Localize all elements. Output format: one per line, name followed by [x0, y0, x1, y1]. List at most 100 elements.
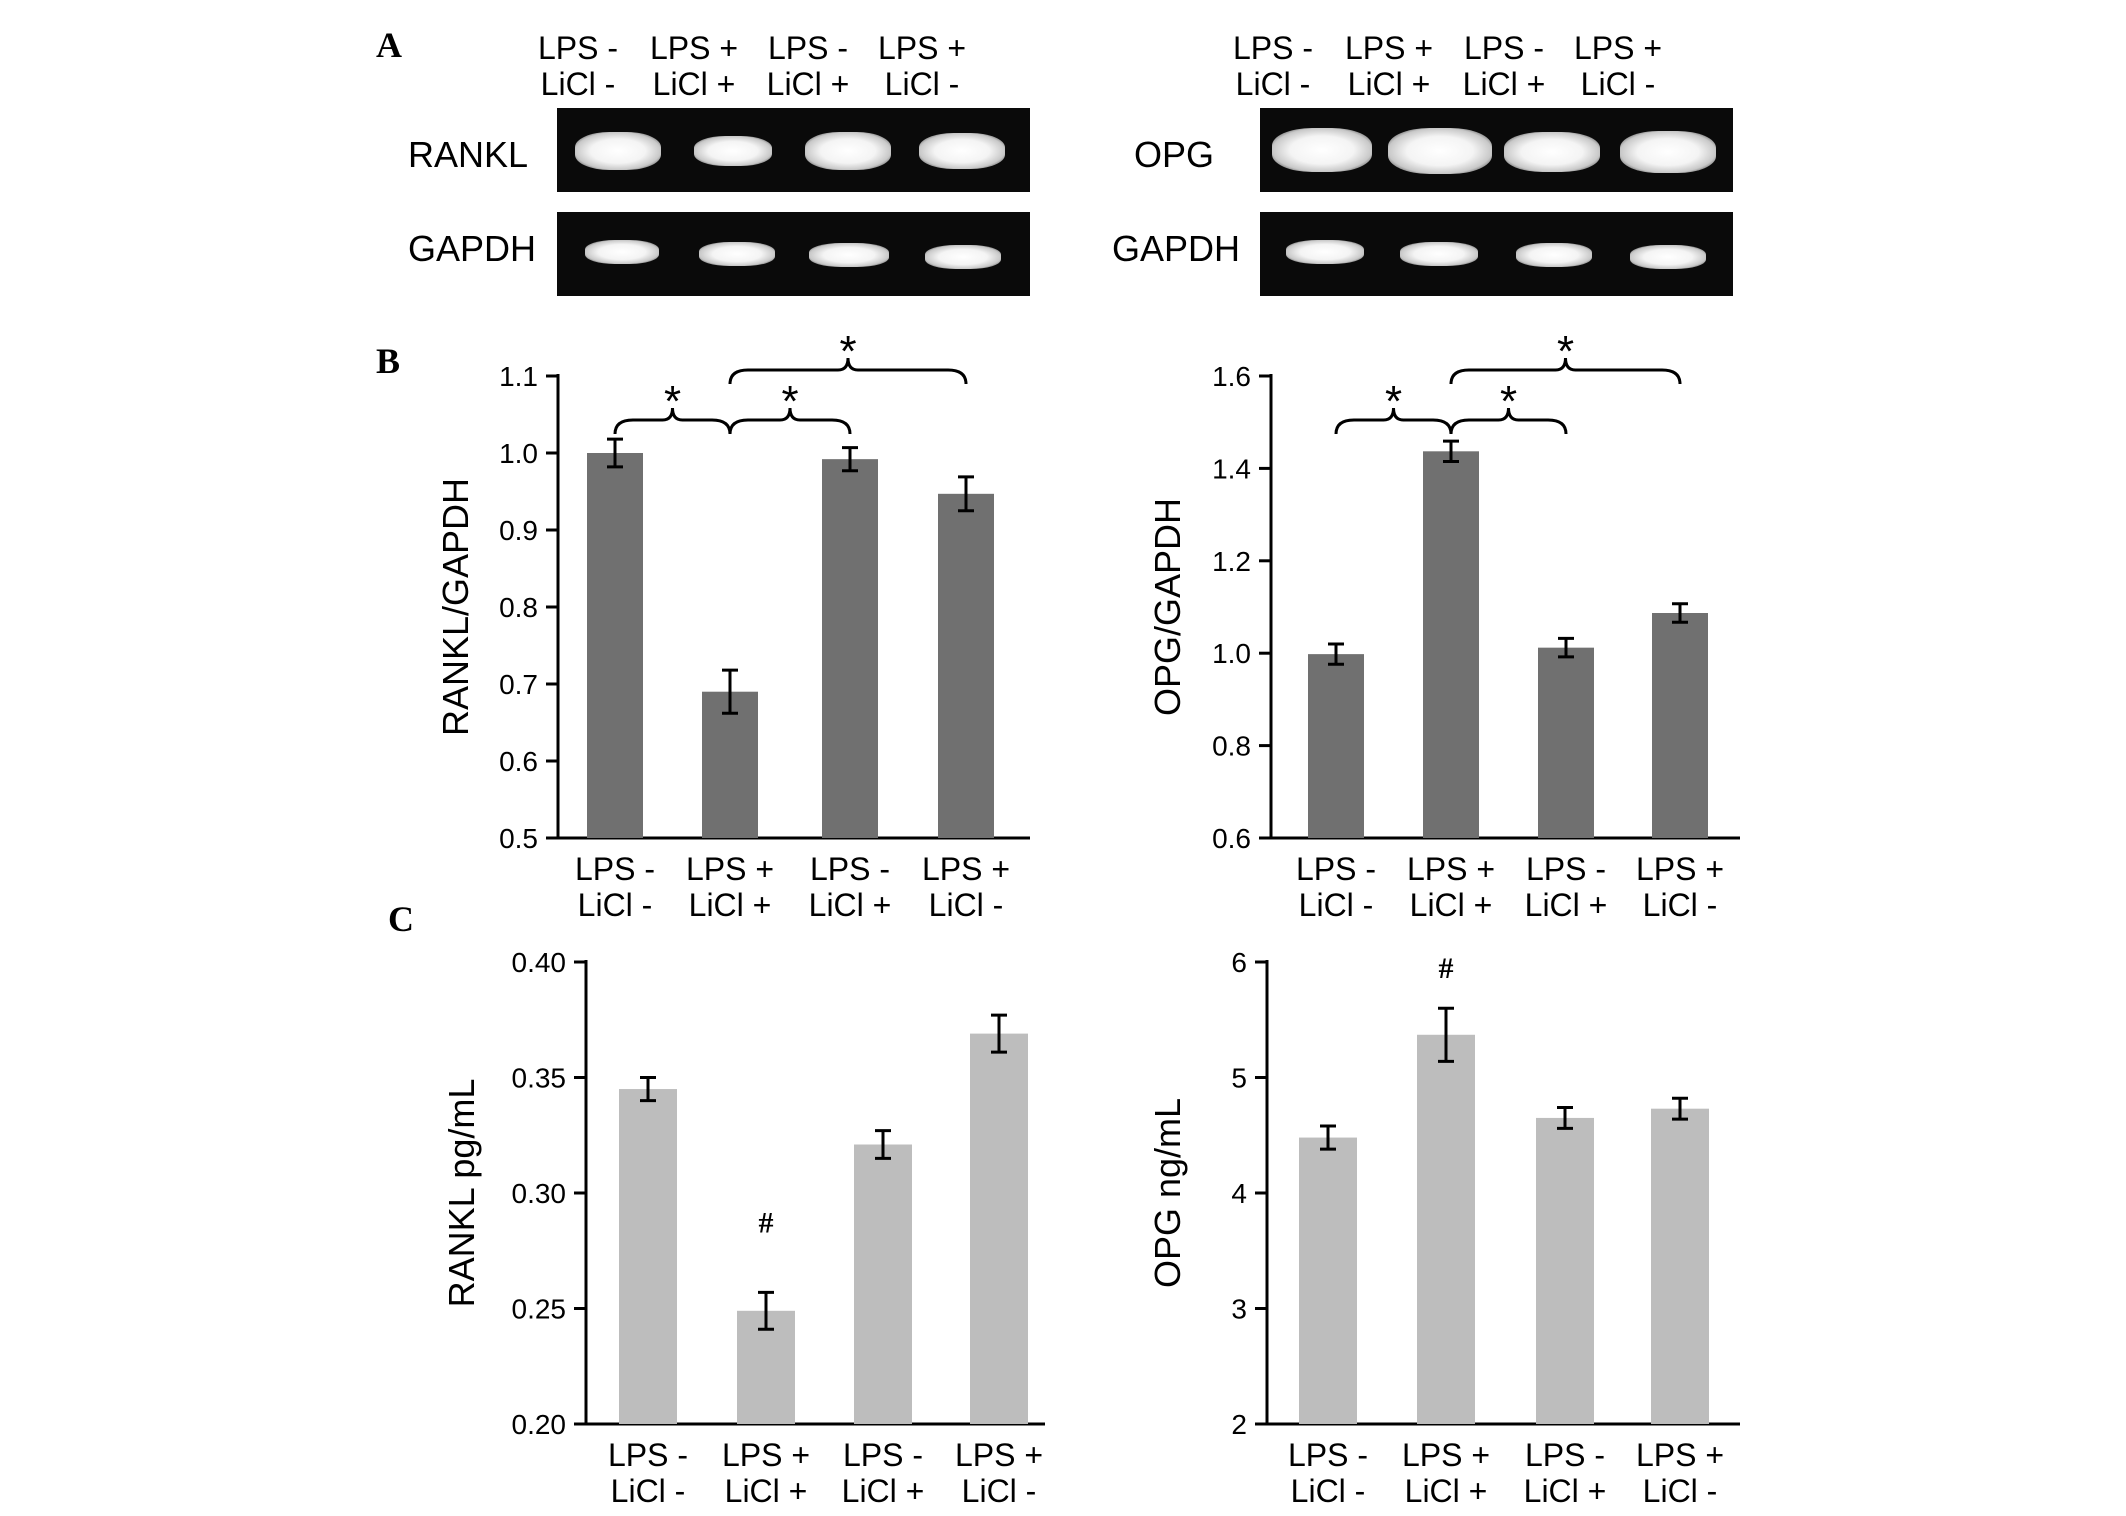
b_right-significance-label: *: [1557, 327, 1574, 376]
gel-right-condition: LPS - LiCl +: [1462, 30, 1546, 102]
b_left-error-bar: [607, 437, 623, 469]
c_right-bar: [1536, 1117, 1594, 1424]
gel-band: [1504, 132, 1600, 172]
gel-left-condition: LPS - LiCl -: [537, 30, 619, 102]
gel-band: [809, 243, 889, 267]
c_left-error-bar: [758, 1290, 774, 1331]
c_right-y-axis-title: OPG ng/mL: [1147, 1098, 1188, 1288]
c_right-category-label: LPS +: [1402, 1437, 1490, 1473]
b_left-y-tick-label: 1.0: [499, 438, 538, 469]
c_left-bar: [970, 1033, 1028, 1424]
gel-band: [925, 245, 1001, 269]
b_right-significance-label: *: [1500, 377, 1517, 426]
gel-band: [1630, 245, 1706, 269]
b_right-y-tick-label: 1.0: [1212, 638, 1251, 669]
b_right-y-tick-label: 0.8: [1212, 731, 1251, 762]
b_right-y-tick-label: 1.2: [1212, 546, 1251, 577]
b_left-category-label: LPS +: [922, 851, 1010, 887]
gel-left-top-label: RANKL: [408, 134, 529, 175]
gel-band: [1516, 243, 1592, 267]
gel-band: [575, 132, 661, 170]
gel-band: [699, 242, 775, 266]
b_left-significance-brace: [728, 357, 968, 385]
b_right-significance-brace: [1334, 407, 1453, 435]
c_left-y-axis-title: RANKL pg/mL: [441, 1079, 482, 1308]
gel-gapdh-right-image: [1260, 212, 1733, 296]
b_left-significance-label: *: [664, 377, 681, 426]
c_right-category-label: LiCl -: [1643, 1473, 1718, 1509]
b_left-bar: [938, 493, 994, 838]
c_left-marker-label: #: [759, 1206, 774, 1239]
c_left-category-label: LiCl +: [842, 1473, 925, 1509]
b_left-error-bar: [842, 446, 858, 473]
c_right-y-tick-label: 5: [1231, 1063, 1247, 1094]
c_left-y-tick-label: 0.40: [512, 947, 567, 978]
c_right-error-bar: [1557, 1106, 1573, 1130]
b_right-y-axis-title: OPG/GAPDH: [1147, 498, 1188, 716]
b_left-y-axis-title: RANKL/GAPDH: [435, 478, 476, 736]
b_left-category-label: LPS -: [575, 851, 655, 887]
b_left-category-label: LPS +: [686, 851, 774, 887]
b_right-error-bar: [1558, 636, 1574, 659]
c_right-bar: [1299, 1137, 1357, 1424]
c_left-y-tick-label: 0.35: [512, 1063, 567, 1094]
gel-opg-image: [1260, 108, 1733, 192]
gel-left-condition: LPS + LiCl +: [649, 30, 739, 102]
c_right-error-bar: [1438, 1006, 1454, 1063]
b_left-category-label: LiCl +: [809, 887, 892, 923]
c_left-category-label: LiCl +: [725, 1473, 808, 1509]
b_right-y-tick-label: 1.4: [1212, 453, 1251, 484]
gel-band: [1388, 128, 1492, 174]
c_left-category-label: LPS +: [955, 1437, 1043, 1473]
gel-rankl-image: [557, 108, 1030, 192]
c_left-error-bar: [875, 1129, 891, 1160]
gel-right-condition: LPS + LiCl +: [1344, 30, 1434, 102]
c_left-y-tick-label: 0.30: [512, 1178, 567, 1209]
b_right-category-label: LiCl +: [1410, 887, 1493, 923]
b_right-bar: [1423, 451, 1479, 838]
c_left-bar: [854, 1144, 912, 1424]
c_left-bar: [619, 1089, 677, 1424]
b_left-bar: [587, 453, 643, 838]
gel-band: [919, 133, 1005, 169]
c_left-category-label: LPS -: [608, 1437, 688, 1473]
b_left-bar: [702, 691, 758, 838]
c_left-category-label: LPS -: [843, 1437, 923, 1473]
c_left-category-label: LiCl -: [611, 1473, 686, 1509]
c_right-category-label: LiCl +: [1405, 1473, 1488, 1509]
b_right-bar: [1308, 654, 1364, 838]
gel-band: [694, 136, 772, 166]
c_right-y-tick-label: 3: [1231, 1294, 1247, 1325]
b_right-category-label: LiCl +: [1525, 887, 1608, 923]
b_left-significance-label: *: [839, 327, 856, 376]
b_right-error-bar: [1672, 602, 1688, 624]
b_right-bar: [1538, 647, 1594, 838]
c_right-bar: [1651, 1108, 1709, 1424]
c_left-category-label: LiCl -: [962, 1473, 1037, 1509]
c_right-category-label: LiCl +: [1524, 1473, 1607, 1509]
c_right-error-bar: [1320, 1124, 1336, 1151]
gel-band: [1620, 131, 1716, 173]
c_right-y-tick-label: 2: [1231, 1409, 1247, 1440]
gel-right-top-label: OPG: [1134, 134, 1215, 175]
gel-band: [1400, 242, 1478, 266]
c_left-category-label: LPS +: [722, 1437, 810, 1473]
panel-label-b: B: [376, 341, 401, 381]
c_right-y-tick-label: 6: [1231, 947, 1247, 978]
gel-band: [585, 240, 659, 264]
gel-left-bottom-label: GAPDH: [408, 228, 537, 269]
gel-left-condition: LPS - LiCl +: [766, 30, 850, 102]
c_left-y-tick-label: 0.20: [512, 1409, 567, 1440]
b_right-significance-brace: [1449, 407, 1568, 435]
b_right-category-label: LPS +: [1636, 851, 1724, 887]
gel-gapdh-left-image: [557, 212, 1030, 296]
b_right-y-tick-label: 1.6: [1212, 361, 1251, 392]
c_right-category-label: LPS -: [1288, 1437, 1368, 1473]
b_left-y-tick-label: 1.1: [499, 361, 538, 392]
gel-band: [805, 132, 891, 170]
b_right-category-label: LPS +: [1407, 851, 1495, 887]
b_left-bar: [822, 459, 878, 838]
b_left-significance-label: *: [781, 377, 798, 426]
b_left-y-tick-label: 0.7: [499, 669, 538, 700]
